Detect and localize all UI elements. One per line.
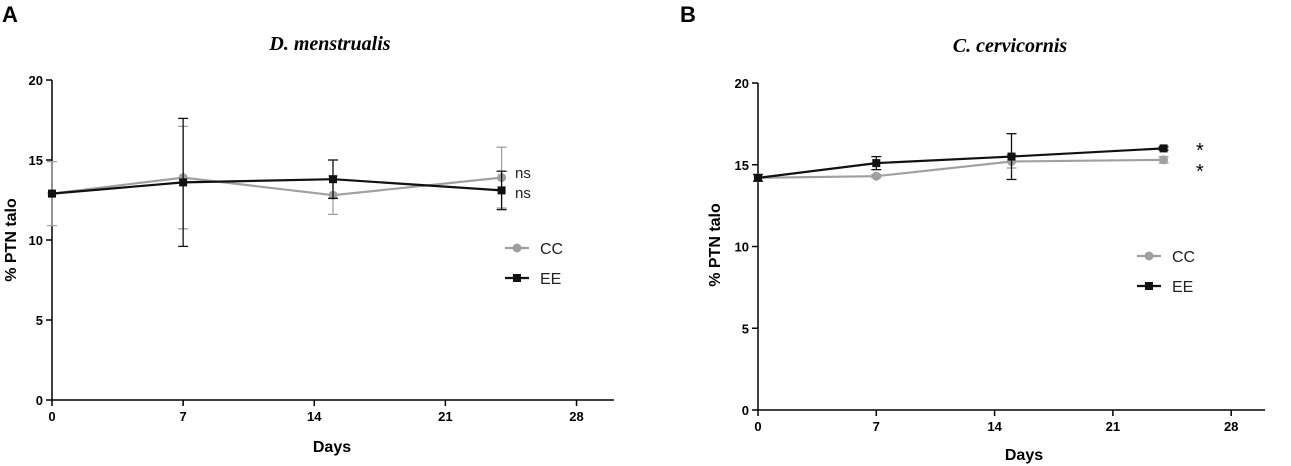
x-tick-label-b: 14 [987, 419, 1002, 434]
x-tick-label-a: 28 [569, 409, 583, 424]
y-tick-label-a: 5 [36, 313, 43, 328]
annotation-ee-b: * [1196, 140, 1204, 162]
annotation-cc-b: * [1196, 161, 1204, 183]
point-ee-b [1159, 144, 1168, 153]
point-ee-a [329, 175, 337, 184]
annotation-cc-a: ns [515, 165, 531, 182]
point-ee-b [754, 173, 762, 182]
point-ee-b [872, 159, 881, 168]
legend-label-cc-a: CC [540, 241, 563, 258]
series-line-ee-a [51, 178, 502, 195]
y-axis-title-a: % PTN talo [3, 198, 20, 282]
x-tick-label-b: 7 [873, 419, 880, 434]
legend-marker-cc-b [1144, 251, 1154, 261]
y-tick-label-a: 15 [29, 153, 43, 168]
plot-layer: 0 5 10 15 20 0 7 14 21 28 0 5 10 15 20 0 7 14 21 28 [29, 73, 1265, 434]
point-ee-a [179, 178, 188, 187]
y-tick-label-b: 0 [742, 403, 749, 418]
y-axis-title-b: % PTN talo [707, 203, 724, 287]
x-tick-label-b: 28 [1224, 419, 1238, 434]
x-tick-label-a: 0 [48, 409, 55, 424]
series-line-ee-b [757, 147, 1164, 179]
point-cc-b [871, 171, 881, 181]
point-cc-b [1159, 155, 1169, 165]
point-ee-b [1007, 152, 1016, 161]
x-tick-label-a: 7 [180, 409, 187, 424]
y-tick-label-b: 10 [735, 240, 749, 255]
legend-marker-ee-b [1145, 282, 1153, 290]
series-line-cc-b [757, 158, 1164, 179]
legend-marker-cc-a [512, 243, 522, 253]
point-ee-a [497, 186, 506, 195]
legend-label-ee-a: EE [540, 271, 561, 288]
y-tick-label-b: 5 [742, 321, 749, 336]
point-ee-a [48, 189, 56, 198]
y-tick-label-a: 10 [29, 233, 43, 248]
x-axis-title-a: Days [313, 439, 351, 456]
y-tick-label-a: 0 [36, 393, 43, 408]
x-tick-label-a: 21 [438, 409, 452, 424]
x-tick-label-a: 14 [307, 409, 322, 424]
annotation-ee-a: ns [515, 185, 531, 202]
legend-label-ee-b: EE [1172, 279, 1193, 296]
y-tick-label-b: 15 [735, 158, 749, 173]
panel-letter-a: A [2, 2, 18, 27]
series-line-cc-a [51, 176, 502, 197]
legend-marker-ee-a [513, 274, 521, 282]
legend-label-cc-b: CC [1172, 249, 1195, 266]
panel-letter-b: B [680, 2, 696, 27]
y-tick-label-b: 20 [735, 76, 749, 91]
x-tick-label-b: 21 [1106, 419, 1120, 434]
x-axis-title-b: Days [1005, 447, 1043, 464]
y-tick-label-a: 20 [29, 73, 43, 88]
x-tick-label-b: 0 [754, 419, 761, 434]
chart-title-b: C. cervicornis [953, 35, 1068, 57]
chart-title-a: D. menstrualis [268, 33, 390, 55]
